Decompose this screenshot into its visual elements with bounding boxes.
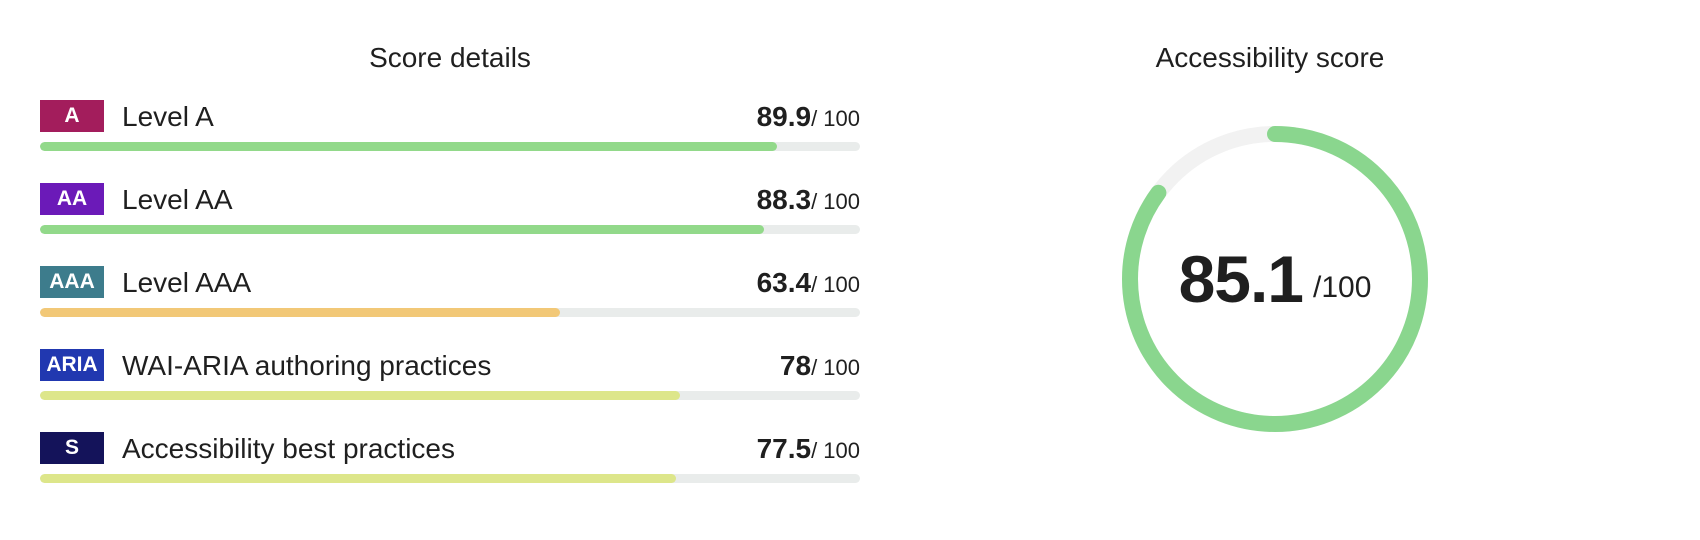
progress-track <box>40 225 860 234</box>
row-score-max: / 100 <box>811 438 860 463</box>
row-label: Accessibility best practices <box>122 433 456 464</box>
progress-fill <box>40 308 560 317</box>
ring-center: 85.1 /100 <box>1110 114 1440 444</box>
score-row-wai-aria: ARIA WAI-ARIA authoring practices 78/ 10… <box>40 335 860 418</box>
row-score: 89.9/ 100 <box>757 100 860 134</box>
level-a-badge: A <box>40 100 104 132</box>
row-label: WAI-ARIA authoring practices <box>122 350 492 381</box>
row-score: 77.5/ 100 <box>757 432 860 466</box>
progress-track <box>40 308 860 317</box>
progress-track <box>40 142 860 151</box>
progress-fill <box>40 391 680 400</box>
accessibility-score-panel: Accessibility score 85.1 /100 <box>1080 30 1460 510</box>
score-row-level-aaa: AAA Level AAA 63.4/ 100 <box>40 252 860 335</box>
row-score-max: / 100 <box>811 106 860 131</box>
score-details-title: Score details <box>369 42 531 73</box>
row-score: 78/ 100 <box>780 349 860 383</box>
row-score-value: 89.9 <box>756 101 812 132</box>
progress-fill <box>40 142 778 151</box>
progress-fill <box>40 225 765 234</box>
score-ring-graphic <box>1122 126 1428 432</box>
accessibility-score-title: Accessibility score <box>1155 42 1385 73</box>
best-practices-badge: S <box>40 432 104 464</box>
row-score-max: / 100 <box>811 355 860 380</box>
score-row-best-practices: S Accessibility best practices 77.5/ 100 <box>40 418 860 501</box>
row-score-value: 63.4 <box>756 267 812 298</box>
row-label: Level A <box>122 101 214 132</box>
score-details-panel: Score details A Level A 89.9/ 100 AA Lev… <box>40 30 860 501</box>
level-aa-badge: AA <box>40 183 104 215</box>
progress-track <box>40 474 860 483</box>
progress-track <box>40 391 860 400</box>
row-score-value: 77.5 <box>756 433 812 464</box>
score-row-level-aa: AA Level AA 88.3/ 100 <box>40 169 860 252</box>
overall-score-value: 85.1 <box>1178 242 1304 316</box>
progress-fill <box>40 474 676 483</box>
row-label: Level AAA <box>122 267 252 298</box>
aria-badge: ARIA <box>40 349 104 381</box>
row-score-max: / 100 <box>811 272 860 297</box>
level-aaa-badge: AAA <box>40 266 104 298</box>
score-ring: 85.1 /100 <box>1110 114 1440 444</box>
overall-score-max: /100 <box>1313 271 1372 304</box>
row-score: 63.4/ 100 <box>757 266 860 300</box>
row-score-max: / 100 <box>811 189 860 214</box>
row-score-value: 88.3 <box>756 184 812 215</box>
ring-progress <box>1122 126 1428 432</box>
row-score: 88.3/ 100 <box>757 183 860 217</box>
row-label: Level AA <box>122 184 233 215</box>
row-score-value: 78 <box>779 350 812 381</box>
score-row-level-a: A Level A 89.9/ 100 <box>40 86 860 169</box>
